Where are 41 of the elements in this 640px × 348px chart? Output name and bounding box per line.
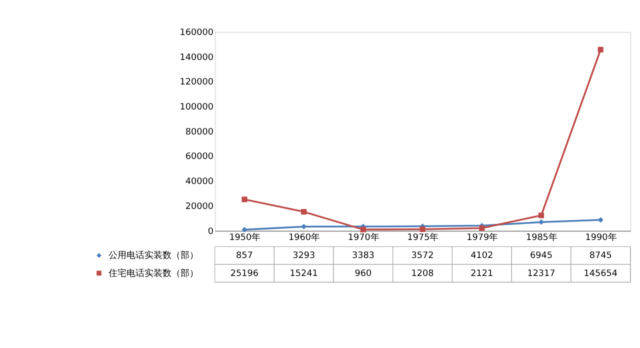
point — [242, 226, 248, 232]
point — [538, 212, 544, 218]
x-tick-label: 1990年 — [585, 232, 617, 244]
y-tick-label: 120000 — [180, 78, 214, 88]
data-label: 12317 — [527, 268, 556, 279]
x-tick-label: 1970年 — [348, 232, 380, 244]
point — [242, 196, 248, 202]
data-label: 2121 — [470, 268, 494, 279]
data-label: 3293 — [292, 251, 316, 262]
point — [598, 217, 604, 223]
data-label: 3383 — [352, 251, 374, 262]
data-label: 15241 — [290, 268, 318, 279]
x-tick-label: 1985年 — [526, 232, 558, 244]
x-tick-label: 1950年 — [229, 232, 261, 244]
x-tick-label: 1960年 — [288, 232, 320, 244]
point — [479, 225, 485, 231]
data-label: 3572 — [411, 251, 434, 262]
data-label: 1208 — [411, 268, 434, 279]
y-tick-label: 60000 — [185, 152, 214, 162]
data-label: 8745 — [589, 251, 612, 262]
legend-label: 住宅电话实装数（部） — [108, 268, 199, 279]
legend-label: 公用电话实装数（部） — [108, 250, 199, 262]
point — [420, 226, 426, 232]
data-label: 857 — [236, 251, 253, 262]
data-label: 25196 — [230, 268, 259, 279]
point — [301, 208, 307, 215]
point — [598, 46, 604, 52]
point — [360, 226, 366, 232]
y-tick-label: 80000 — [185, 127, 214, 138]
y-tick-label: 140000 — [180, 52, 214, 63]
x-tick-label: 1975年 — [407, 232, 439, 244]
y-tick-label: 20000 — [185, 202, 214, 212]
data-label: 960 — [354, 268, 372, 279]
y-tick-label: 160000 — [180, 28, 214, 38]
data-label: 6945 — [530, 251, 552, 262]
y-tick-label: 100000 — [180, 102, 214, 113]
y-tick-label: 40000 — [185, 177, 214, 188]
data-label: 145654 — [584, 268, 618, 279]
data-label: 4102 — [470, 251, 494, 262]
y-tick-label: 0 — [208, 226, 214, 237]
x-tick-label: 1979年 — [466, 232, 498, 244]
